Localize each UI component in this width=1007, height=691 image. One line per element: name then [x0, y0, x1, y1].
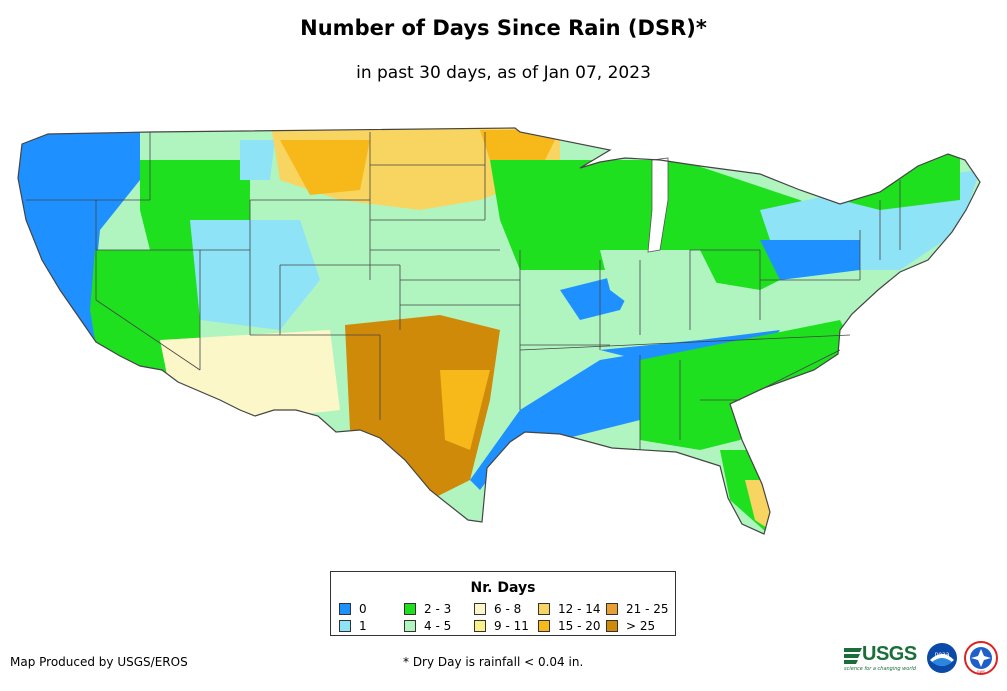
- legend-label: 21 - 25: [626, 602, 669, 616]
- legend-item-6: 12 - 14: [538, 602, 601, 616]
- great-lakes-shape: [647, 157, 669, 253]
- usgs-logo-icon: [844, 648, 862, 664]
- usgs-wordmark: USGS: [862, 643, 917, 665]
- credit-text: Map Produced by USGS/EROS: [10, 655, 188, 669]
- legend-swatch: [538, 603, 550, 615]
- legend-label: > 25: [626, 619, 656, 633]
- legend-swatch: [339, 603, 351, 615]
- legend-title: Nr. Days: [470, 580, 536, 596]
- legend-swatch: [606, 603, 618, 615]
- legend-item-3: 4 - 5: [404, 619, 451, 633]
- legend-swatch: [339, 620, 351, 632]
- legend-swatch: [606, 620, 618, 632]
- legend-label: 4 - 5: [424, 619, 452, 633]
- legend: Nr. Days 0 1 2 - 3 4 - 5 6 - 8 9 - 11 12…: [330, 571, 676, 636]
- noaa-label: noaa: [935, 651, 950, 658]
- legend-item-5: 9 - 11: [474, 619, 529, 633]
- legend-label: 12 - 14: [558, 602, 601, 616]
- legend-item-4: 6 - 8: [474, 602, 521, 616]
- legend-label: 2 - 3: [424, 602, 452, 616]
- noaa-logo-icon: noaa: [927, 643, 957, 673]
- nws-label: nws: [977, 669, 985, 674]
- legend-label: 15 - 20: [558, 619, 601, 633]
- legend-swatch: [538, 620, 550, 632]
- map-title: Number of Days Since Rain (DSR)*: [300, 16, 707, 40]
- legend-label: 0: [359, 602, 367, 616]
- usgs-tagline: science for a changing world: [844, 666, 916, 672]
- legend-item-1: 1: [339, 619, 367, 633]
- legend-item-2: 2 - 3: [404, 602, 451, 616]
- legend-swatch: [474, 620, 486, 632]
- legend-item-7: 15 - 20: [538, 619, 601, 633]
- state-borders: [17, 127, 981, 535]
- legend-item-0: 0: [339, 602, 367, 616]
- legend-swatch: [474, 603, 486, 615]
- legend-item-9: > 25: [606, 619, 655, 633]
- legend-swatch: [404, 603, 416, 615]
- legend-swatch: [404, 620, 416, 632]
- nws-logo-icon: nws: [964, 641, 998, 675]
- legend-label: 9 - 11: [494, 619, 529, 633]
- legend-label: 6 - 8: [494, 602, 522, 616]
- agency-logos: USGS science for a changing world noaa n…: [842, 640, 1002, 680]
- legend-item-8: 21 - 25: [606, 602, 669, 616]
- legend-label: 1: [359, 619, 367, 633]
- map-subtitle: in past 30 days, as of Jan 07, 2023: [356, 63, 651, 83]
- us-dsr-map: [17, 127, 981, 535]
- dsr-color-regions: [18, 128, 980, 534]
- dry-day-note: * Dry Day is rainfall < 0.04 in.: [403, 655, 584, 669]
